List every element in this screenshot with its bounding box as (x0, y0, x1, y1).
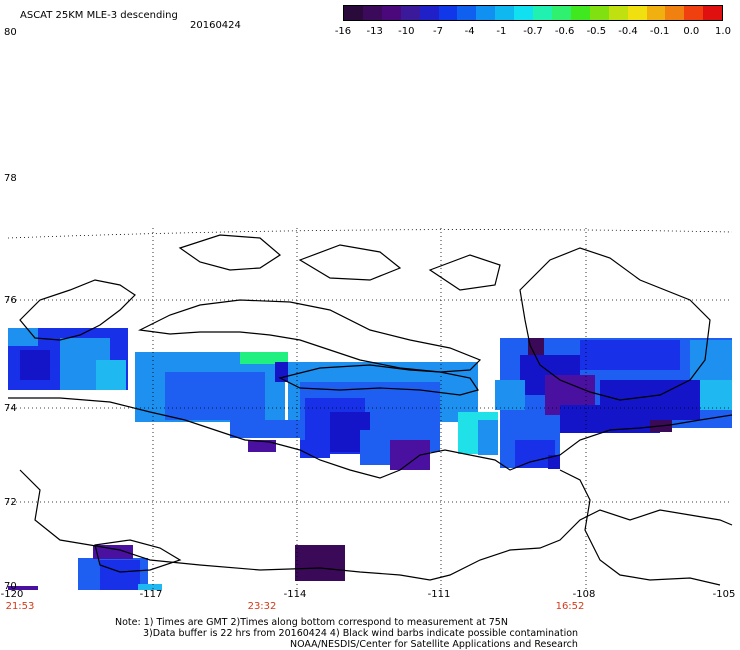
colorbar-swatch (665, 6, 685, 20)
backscatter-cell (248, 440, 276, 452)
colorbar-swatch (438, 6, 458, 20)
coastline-mainland (8, 397, 733, 479)
backscatter-cell (100, 560, 140, 590)
latitude-label: 72 (4, 497, 17, 508)
coastline-south-mainland (19, 469, 733, 581)
colorbar-tick-label: 1.0 (715, 26, 731, 37)
longitude-label: -111 (428, 589, 451, 600)
coastline-banks-island (19, 279, 136, 341)
colorbar-tick-label: -0.7 (523, 26, 543, 37)
colorbar-swatch (344, 6, 363, 20)
note-line-2: 3)Data buffer is 22 hrs from 20160424 4)… (143, 628, 579, 639)
map-frame (8, 38, 732, 591)
colorbar-tick-label: -0.5 (586, 26, 607, 37)
colorbar-swatch (608, 6, 628, 20)
colorbar-swatch (400, 6, 420, 20)
colorbar-tick-label: -4 (464, 26, 475, 37)
colorbar-tick-label: -7 (433, 26, 443, 37)
backscatter-cell (548, 455, 560, 469)
backscatter-cell (300, 440, 330, 458)
colorbar-swatch (457, 6, 477, 20)
backscatter-cell (96, 360, 126, 390)
latitude-label: 76 (4, 295, 17, 306)
backscatter-cell (165, 372, 265, 420)
colorbar-swatch (476, 6, 496, 20)
colorbar-swatch (533, 6, 552, 20)
coastline-boothia (519, 247, 711, 401)
colorbar-tick-label: -0.4 (618, 26, 638, 37)
colorbar-swatch (703, 6, 723, 20)
colorbar-tick-label: -0.6 (554, 26, 575, 37)
backscatter-cell (495, 380, 525, 410)
longitude-label: -105 (713, 589, 736, 600)
pass-time-label: 16:52 (556, 601, 585, 612)
latitude-label: 80 (4, 27, 17, 38)
coastline-bathurst-inlet (559, 469, 721, 586)
backscatter-cell (390, 440, 430, 470)
colorbar-swatch (684, 6, 704, 20)
colorbar-tick-label: -16 (334, 26, 352, 37)
note-line-3: NOAA/NESDIS/Center for Satellite Applica… (290, 639, 578, 650)
backscatter-cell (478, 420, 498, 455)
colorbar-swatch (419, 6, 439, 20)
backscatter-cell (700, 380, 732, 410)
pass-time-label: 23:32 (248, 601, 277, 612)
backscatter-cell (240, 352, 288, 364)
colorbar-tick-label: -1 (496, 26, 507, 37)
colorbar-swatch (495, 6, 515, 20)
longitude-labels: -120 -117 -114 -111 -108 -105 (1, 589, 736, 600)
colorbar-swatch (589, 6, 609, 20)
coastline-king-william (94, 539, 182, 573)
backscatter-cell (138, 584, 162, 590)
coastline-victoria-island (278, 364, 479, 396)
latitude-line (7, 229, 733, 239)
coastline-victoria-north (137, 299, 482, 373)
pass-time-labels: 21:53 23:32 16:52 (6, 601, 585, 612)
coastline-north-islands (178, 234, 501, 291)
latitude-label: 78 (4, 173, 17, 184)
note-line-1: Note: 1) Times are GMT 2)Times along bot… (115, 617, 508, 628)
latitude-label: 74 (4, 403, 17, 414)
colorbar-swatch (627, 6, 647, 20)
backscatter-swath (8, 328, 732, 590)
map-date: 20160424 (190, 20, 241, 31)
colorbar-tick-label: -13 (366, 26, 383, 37)
backscatter-cell (20, 350, 50, 380)
colorbar-tick-label: -0.1 (649, 26, 670, 37)
longitude-label: -108 (573, 589, 596, 600)
coastlines (8, 234, 733, 586)
backscatter-cell (8, 586, 38, 590)
backscatter-cell (690, 340, 732, 380)
colorbar-swatch (570, 6, 590, 20)
colorbar-tick-label: -10 (398, 26, 415, 37)
longitude-label: -117 (140, 589, 163, 600)
graticule (7, 228, 733, 591)
backscatter-cell (93, 545, 133, 559)
colorbar-swatch (381, 6, 401, 20)
longitude-label: -114 (284, 589, 307, 600)
colorbar-swatch (362, 6, 382, 20)
colorbar (343, 5, 723, 21)
backscatter-cell (295, 545, 345, 581)
pass-time-label: 21:53 (6, 601, 35, 612)
backscatter-cell (560, 405, 660, 433)
backscatter-cell (580, 340, 680, 370)
notes-block: Note: 1) Times are GMT 2)Times along bot… (115, 617, 578, 650)
latitude-labels: 80 78 76 74 72 70 (4, 27, 17, 592)
colorbar-swatch (551, 6, 571, 20)
backscatter-cell (230, 420, 300, 438)
backscatter-cell (528, 338, 544, 358)
latitude-label: 70 (4, 581, 17, 592)
colorbar-tick-label: 0.0 (683, 26, 700, 37)
colorbar-swatch (646, 6, 666, 20)
longitude-label: -120 (1, 589, 24, 600)
colorbar-swatch (514, 6, 534, 20)
map-title: ASCAT 25KM MLE-3 descending (20, 10, 178, 21)
colorbar-ticks: -16 -13 -10 -7 -4 -1 -0.7 -0.6 -0.5 -0.4 -0.1 0.0 1.… (330, 26, 740, 38)
